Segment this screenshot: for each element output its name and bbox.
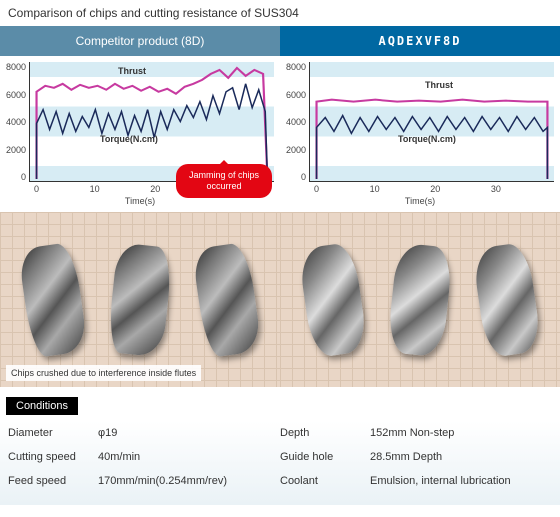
conditions-header: Conditions — [6, 397, 78, 415]
thrust-label: Thrust — [425, 80, 453, 90]
product-headers: Competitor product (8D) AQDEXVF8D — [0, 26, 560, 56]
conditions-table: Diameterφ19 Cutting speed40m/min Feed sp… — [0, 421, 560, 505]
chart-right: 80006000400020000 Thrust Torque(N.cm) 01… — [280, 56, 560, 212]
chip-shape — [298, 241, 369, 358]
charts-row: 80006000400020000 Thrust Torque(N.cm) 01… — [0, 56, 560, 212]
xlabel-right: Time(s) — [286, 196, 554, 206]
xaxis-right: 0102030 — [314, 184, 554, 194]
page-title: Comparison of chips and cutting resistan… — [0, 0, 560, 26]
yaxis-right: 80006000400020000 — [286, 62, 309, 182]
cond-row: Guide hole28.5mm Depth — [280, 445, 552, 469]
torque-label: Torque(N.cm) — [398, 134, 456, 144]
photos-row: Chips crushed due to interference inside… — [0, 212, 560, 387]
chip-shape — [471, 241, 542, 358]
torque-label: Torque(N.cm) — [100, 134, 158, 144]
conditions-col-right: Depth152mm Non-step Guide hole28.5mm Dep… — [280, 421, 552, 493]
conditions-col-left: Diameterφ19 Cutting speed40m/min Feed sp… — [8, 421, 280, 493]
callout-jamming: Jamming of chips occurred — [176, 164, 272, 198]
thrust-line — [37, 68, 268, 179]
header-product: AQDEXVF8D — [280, 26, 560, 56]
torque-line — [317, 116, 548, 179]
photo-left: Chips crushed due to interference inside… — [0, 212, 280, 387]
plot-right: Thrust Torque(N.cm) — [309, 62, 554, 182]
cond-row: Depth152mm Non-step — [280, 421, 552, 445]
photo-right — [280, 212, 560, 387]
cond-row: CoolantEmulsion, internal lubrication — [280, 469, 552, 493]
chart-left: 80006000400020000 Thrust Torque(N.cm) 01… — [0, 56, 280, 212]
photo-caption: Chips crushed due to interference inside… — [6, 365, 201, 381]
header-competitor: Competitor product (8D) — [0, 26, 280, 56]
cond-row: Diameterφ19 — [8, 421, 280, 445]
chip-shape — [386, 242, 453, 357]
chip-shape — [18, 241, 89, 358]
thrust-label: Thrust — [118, 66, 146, 76]
chip-shape — [191, 241, 262, 358]
cond-row: Cutting speed40m/min — [8, 445, 280, 469]
chip-shape — [106, 242, 173, 357]
yaxis-left: 80006000400020000 — [6, 62, 29, 182]
cond-row: Feed speed170mm/min(0.254mm/rev) — [8, 469, 280, 493]
